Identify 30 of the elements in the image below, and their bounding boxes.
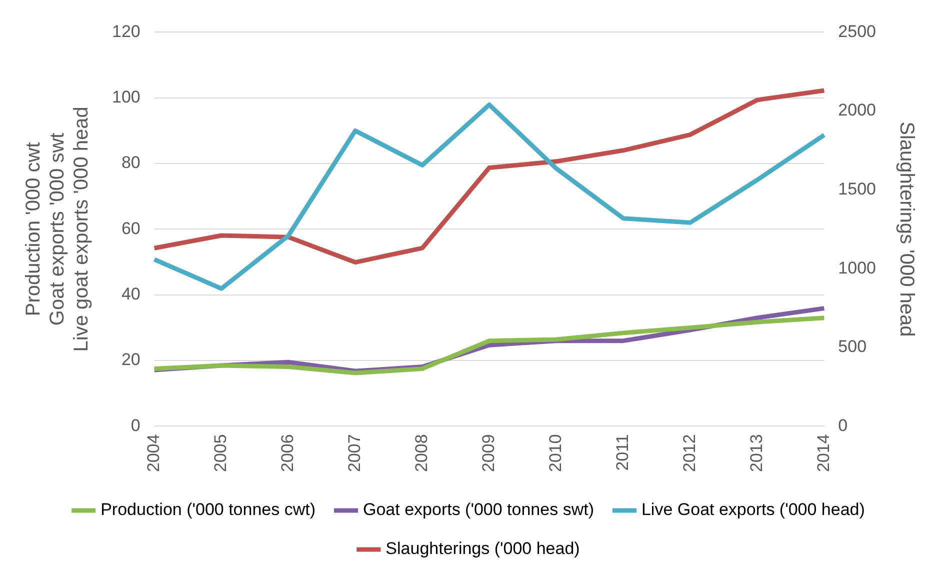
legend-label: Live Goat exports ('000 head): [641, 500, 865, 520]
y2-tick-label: 1500: [838, 179, 876, 198]
y2-tick-label: 0: [838, 416, 848, 435]
y-tick-label: 60: [121, 218, 140, 238]
y2-tick-label: 1000: [838, 258, 876, 278]
legend-label: Production ('000 tonnes cwt): [100, 500, 316, 520]
y-tick-label: 40: [121, 284, 140, 304]
y2-tick-label: 2500: [838, 22, 876, 41]
x-tick-label: 2004: [144, 434, 164, 472]
x-tick-label: 2011: [612, 434, 632, 471]
y-tick-label: 120: [112, 22, 140, 41]
x-tick-label: 2007: [344, 434, 364, 472]
y2-axis-title: Slaughterings '000 head: [895, 122, 918, 337]
legend-label: Goat exports ('000 tonnes swt): [363, 500, 594, 520]
y-axis-title: Production '000 cwt Goat exports '000 swt Live goat exports '000 head: [22, 106, 93, 352]
x-tick-label: 2010: [546, 434, 565, 472]
y2-tick-label: 2000: [838, 100, 876, 120]
x-tick-label: 2014: [814, 434, 833, 472]
x-tick-label: 2008: [412, 434, 431, 472]
y-tick-label: 100: [112, 88, 140, 107]
y-tick-label: 20: [121, 350, 140, 370]
x-tick-label: 2006: [278, 434, 298, 472]
x-tick-label: 2013: [746, 434, 766, 472]
y-tick-label: 0: [130, 416, 140, 435]
y-tick-label: 80: [121, 153, 140, 172]
x-tick-label: 2009: [478, 434, 498, 472]
legend-label: Slaughterings ('000 head): [386, 539, 580, 558]
x-tick-label: 2005: [211, 434, 230, 472]
x-tick-label: 2012: [680, 434, 699, 472]
y2-tick-label: 500: [838, 337, 867, 356]
